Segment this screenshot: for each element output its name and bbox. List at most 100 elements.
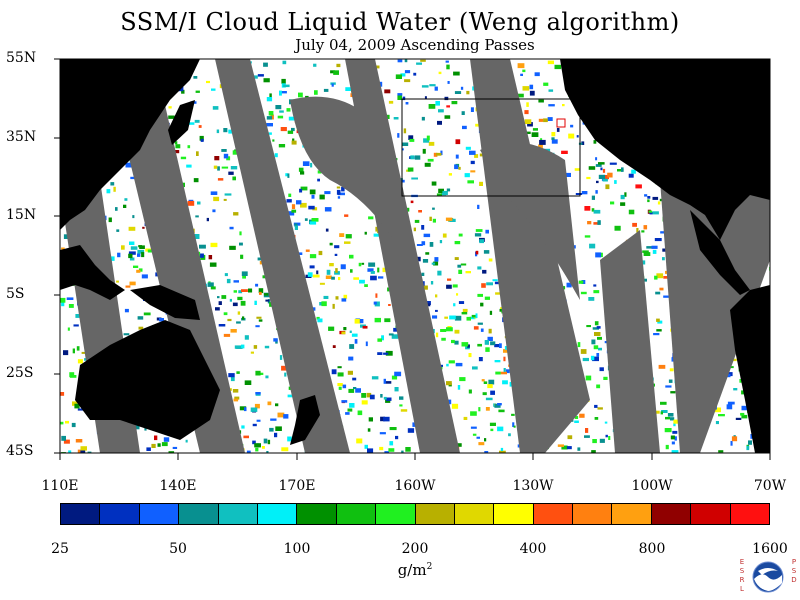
cloud-pixel [460, 263, 467, 266]
lat-label-25s: 25S [6, 365, 34, 381]
logo-letter: S [739, 567, 745, 575]
cloud-pixel [485, 229, 489, 234]
cloud-pixel [598, 162, 605, 165]
cloud-pixel [63, 350, 69, 356]
colorbar-label-25: 25 [51, 541, 69, 557]
cloud-pixel [665, 416, 670, 420]
cloud-pixel [218, 324, 226, 327]
cloud-pixel [586, 176, 591, 180]
cloud-pixel [673, 422, 676, 427]
cloud-pixel [233, 280, 239, 283]
cloud-pixel [617, 169, 624, 172]
cloud-pixel [670, 391, 676, 394]
cloud-pixel [80, 450, 86, 453]
cloud-pixel [594, 321, 599, 326]
cloud-pixel [446, 105, 450, 108]
australia-land [75, 320, 220, 440]
cloud-pixel [446, 64, 450, 70]
cloud-pixel [255, 283, 259, 287]
cloud-pixel [223, 153, 229, 159]
cloud-pixel [593, 284, 597, 287]
cloud-pixel [433, 152, 438, 157]
cloud-pixel [270, 114, 274, 120]
cloud-pixel [399, 404, 403, 407]
cloud-pixel [454, 164, 459, 170]
cloud-pixel [462, 125, 467, 130]
cloud-pixel [197, 201, 201, 205]
cloud-pixel [274, 432, 278, 438]
cloud-pixel [531, 132, 539, 137]
cloud-pixel [449, 315, 456, 320]
cloud-pixel [348, 356, 354, 361]
logo-left-letters: E S R L [738, 558, 746, 594]
cloud-pixel [240, 300, 246, 306]
cloud-pixel [517, 63, 525, 69]
cloud-pixel [193, 178, 199, 183]
cloud-pixel [487, 336, 493, 341]
cloud-pixel [397, 59, 403, 63]
cloud-pixel [524, 110, 529, 115]
cloud-pixel [206, 80, 210, 84]
cloud-pixel [587, 221, 592, 225]
cloud-pixel [592, 439, 597, 444]
cloud-pixel [437, 120, 442, 125]
cloud-pixel [334, 253, 338, 256]
cloud-pixel [193, 234, 200, 239]
cloud-pixel [454, 340, 459, 345]
colorbar-units: g/m2 [398, 561, 433, 579]
cloud-pixel [263, 438, 268, 444]
cloud-pixel [488, 379, 495, 385]
cloud-pixel [146, 447, 151, 451]
cloud-pixel [402, 96, 406, 101]
cloud-pixel [472, 433, 477, 436]
cloud-pixel [485, 407, 490, 411]
cloud-pixel [643, 225, 648, 230]
cloud-pixel [377, 352, 383, 355]
cloud-pixel [349, 344, 355, 349]
cloud-pixel [309, 254, 317, 259]
cloud-pixel [438, 188, 444, 193]
cloud-pixel [217, 296, 220, 299]
cloud-pixel [389, 427, 397, 431]
units-text: g/m [397, 561, 427, 579]
cloud-pixel [279, 355, 283, 360]
cloud-pixel [472, 366, 478, 370]
cloud-pixel [257, 74, 264, 77]
cloud-pixel [408, 135, 414, 140]
cloud-pixel [543, 82, 549, 86]
cloud-pixel [526, 102, 529, 107]
cloud-pixel [113, 186, 116, 192]
cloud-pixel [226, 278, 231, 284]
cloud-pixel [434, 86, 438, 91]
cloud-pixel [416, 244, 423, 246]
cloud-pixel [663, 276, 669, 279]
cloud-pixel [656, 329, 662, 332]
cloud-pixel [385, 350, 393, 356]
cloud-pixel [61, 435, 66, 441]
cloud-pixel [566, 446, 572, 450]
cloud-pixel [522, 86, 530, 91]
cloud-pixel [181, 89, 185, 94]
cloud-pixel [141, 252, 145, 258]
cloud-pixel [404, 79, 411, 83]
cloud-pixel [386, 397, 392, 401]
cloud-pixel [307, 272, 313, 277]
cloud-pixel [647, 199, 650, 203]
cloud-pixel [655, 291, 661, 295]
cloud-pixel [383, 378, 386, 384]
cloud-pixel [494, 281, 501, 285]
cloud-pixel [482, 392, 487, 396]
cloud-pixel [581, 280, 586, 284]
cloud-pixel [75, 439, 83, 443]
cloud-pixel [591, 339, 596, 345]
cloud-pixel [384, 89, 391, 94]
cloud-pixel [266, 132, 272, 135]
cloud-pixel [298, 167, 304, 172]
cloud-pixel [597, 220, 601, 225]
cloud-pixel [197, 253, 204, 258]
cloud-pixel [475, 229, 483, 232]
cloud-pixel [60, 297, 66, 303]
cloud-pixel [294, 225, 298, 230]
cloud-pixel [174, 141, 178, 145]
cloud-pixel [230, 166, 238, 170]
